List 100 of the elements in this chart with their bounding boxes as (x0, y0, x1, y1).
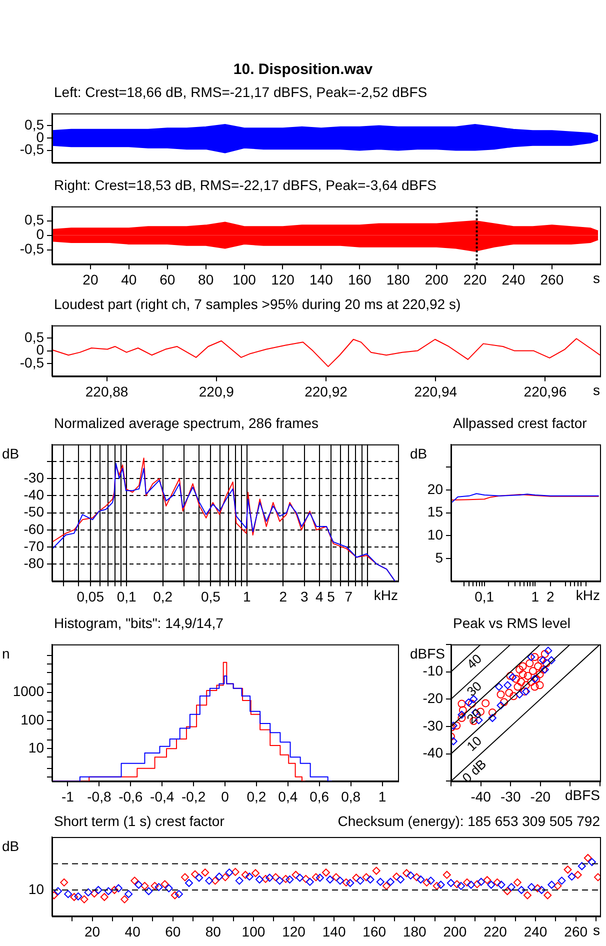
x-tick-label: 180 (386, 271, 410, 288)
point (527, 652, 536, 661)
point (463, 878, 472, 886)
point (516, 690, 524, 698)
point (316, 874, 324, 882)
text: 20 (464, 706, 485, 727)
point (302, 874, 310, 883)
point (110, 886, 118, 894)
y-tick-label: -30 (422, 717, 444, 734)
point (326, 876, 334, 884)
point (336, 876, 344, 885)
x-axis-title: kHz (576, 587, 600, 604)
point (80, 895, 88, 904)
x-tick-label: 2 (546, 588, 554, 604)
x-tick-label: 1 (531, 588, 540, 604)
point (487, 880, 496, 889)
x-tick-label: 220,9 (198, 383, 234, 400)
point (528, 666, 537, 675)
x-tick-label: 160 (348, 271, 372, 288)
x-tick-label: -0,8 (87, 788, 112, 804)
x-tick-label: 200 (443, 923, 467, 940)
chart-title: Allpassed crest factor (453, 414, 587, 433)
point (458, 700, 466, 708)
point (436, 880, 445, 889)
x-tick-label: 0 (221, 788, 230, 804)
point (195, 874, 204, 882)
point (346, 879, 354, 888)
x-tick-label: 2 (279, 588, 288, 604)
point (185, 879, 193, 888)
x-tick-label: 220,92 (304, 383, 348, 400)
x-tick-label: 0,2 (153, 588, 173, 604)
point (134, 880, 143, 889)
y-tick-label: 20 (427, 480, 444, 497)
point (558, 876, 566, 885)
point (140, 882, 149, 890)
x-tick-label: 3 (300, 588, 308, 604)
point (215, 872, 224, 881)
point (588, 858, 596, 866)
text: 10 (464, 733, 485, 754)
point (372, 866, 380, 875)
point (527, 678, 536, 686)
point (332, 873, 340, 882)
point (396, 876, 405, 884)
point (442, 870, 451, 879)
point (504, 681, 512, 690)
point (286, 876, 294, 884)
x-tick-label: 240 (524, 923, 548, 940)
point (432, 882, 441, 890)
point (225, 868, 234, 877)
x-tick-label: 20 (82, 271, 98, 288)
x-tick-label: 220,88 (85, 383, 128, 400)
point (402, 869, 411, 878)
x-tick-label: -20 (530, 788, 551, 804)
point (530, 652, 539, 661)
point (564, 866, 572, 874)
x-axis-title: s (593, 382, 600, 398)
x-tick-label: 80 (205, 923, 222, 940)
point (306, 878, 314, 886)
point (382, 882, 390, 890)
point (446, 879, 455, 888)
point (221, 873, 230, 882)
point (251, 869, 260, 878)
point (514, 682, 522, 691)
y-axis-title: dB (410, 445, 428, 462)
point (452, 880, 461, 888)
chart-subtitle: Right: Crest=18,53 dB, RMS=-22,17 dBFS, Peak=-3,64 dBFS (54, 176, 436, 195)
point (356, 876, 364, 885)
point (458, 706, 467, 714)
point (452, 722, 461, 730)
point (503, 887, 512, 896)
x-tick-label: 160 (362, 923, 386, 940)
point (282, 874, 290, 883)
point (482, 699, 490, 708)
x-tick-label: 260 (540, 271, 564, 288)
point (296, 874, 304, 882)
point (170, 891, 179, 900)
point (180, 873, 189, 882)
point (100, 892, 108, 901)
point (507, 883, 516, 892)
point (458, 714, 466, 722)
point (508, 673, 517, 682)
chart-subtitle: Left: Crest=18,66 dB, RMS=-21,17 dBFS, Peak=-2,52 dBFS (54, 83, 428, 102)
x-axis-title: s (593, 922, 600, 938)
point (362, 873, 370, 882)
x-tick-label: 0,1 (116, 588, 137, 604)
point (517, 678, 526, 686)
chart-title: 10. Disposition.wav (232, 60, 374, 80)
point (406, 871, 415, 880)
point (211, 876, 220, 885)
point (376, 878, 384, 886)
point (312, 873, 320, 882)
x-tick-label: 220 (484, 923, 508, 940)
x-tick-label: 1 (243, 588, 252, 604)
x-tick-label: 20 (84, 923, 100, 940)
point (412, 873, 421, 882)
x-tick-label: 0,4 (278, 788, 298, 804)
point (540, 650, 549, 658)
point (276, 876, 284, 885)
x-tick-label: 60 (160, 271, 176, 288)
point (174, 890, 183, 898)
